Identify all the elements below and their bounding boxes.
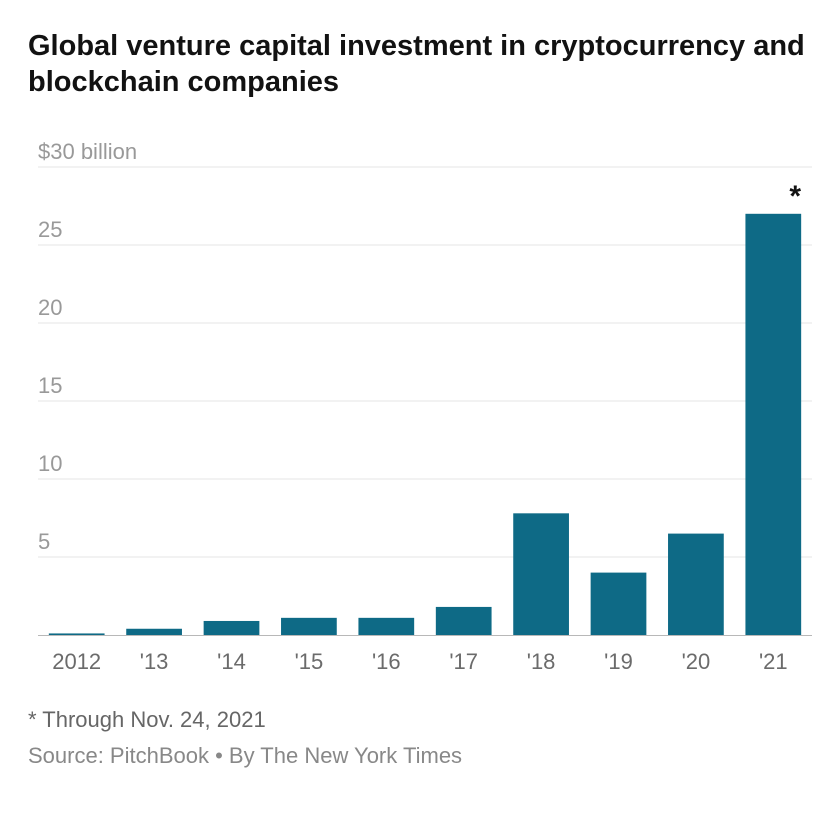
chart-container: $30 billion 25 20 15 10 5 2012 '13 '14 '15 '16 '17 '… bbox=[28, 125, 812, 685]
svg-text:2012: 2012 bbox=[52, 649, 101, 674]
svg-text:'18: '18 bbox=[527, 649, 556, 674]
bar bbox=[668, 533, 724, 634]
bar bbox=[436, 606, 492, 634]
chart-title: Global venture capital investment in cry… bbox=[28, 28, 812, 101]
svg-text:'16: '16 bbox=[372, 649, 401, 674]
svg-text:'19: '19 bbox=[604, 649, 633, 674]
svg-text:'20: '20 bbox=[682, 649, 711, 674]
svg-text:'15: '15 bbox=[295, 649, 324, 674]
svg-text:'21: '21 bbox=[759, 649, 788, 674]
svg-text:20: 20 bbox=[38, 295, 62, 320]
svg-text:10: 10 bbox=[38, 451, 62, 476]
bar bbox=[591, 572, 647, 634]
svg-text:*: * bbox=[789, 179, 801, 212]
svg-text:5: 5 bbox=[38, 529, 50, 554]
bar bbox=[745, 213, 801, 634]
bar bbox=[358, 617, 414, 634]
bar bbox=[513, 513, 569, 635]
svg-text:'13: '13 bbox=[140, 649, 169, 674]
chart-source: Source: PitchBook • By The New York Time… bbox=[28, 743, 812, 769]
svg-text:$30 billion: $30 billion bbox=[38, 139, 137, 164]
chart-footnote: * Through Nov. 24, 2021 bbox=[28, 707, 812, 733]
bar bbox=[49, 633, 105, 635]
svg-text:25: 25 bbox=[38, 217, 62, 242]
bar-chart: $30 billion 25 20 15 10 5 2012 '13 '14 '15 '16 '17 '… bbox=[28, 125, 812, 685]
svg-text:15: 15 bbox=[38, 373, 62, 398]
bar bbox=[126, 628, 182, 634]
bar bbox=[204, 620, 260, 634]
bar bbox=[281, 617, 337, 634]
svg-text:'17: '17 bbox=[449, 649, 478, 674]
svg-text:'14: '14 bbox=[217, 649, 246, 674]
